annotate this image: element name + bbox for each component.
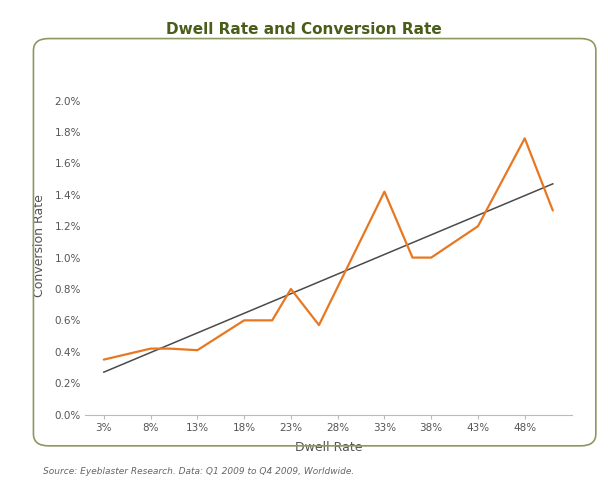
X-axis label: Dwell Rate: Dwell Rate bbox=[294, 441, 362, 454]
Y-axis label: Conversion Rate: Conversion Rate bbox=[33, 194, 46, 297]
Text: Source: Eyeblaster Research. Data: Q1 2009 to Q4 2009, Worldwide.: Source: Eyeblaster Research. Data: Q1 20… bbox=[43, 467, 354, 476]
Text: Dwell Rate and Conversion Rate: Dwell Rate and Conversion Rate bbox=[166, 22, 442, 37]
